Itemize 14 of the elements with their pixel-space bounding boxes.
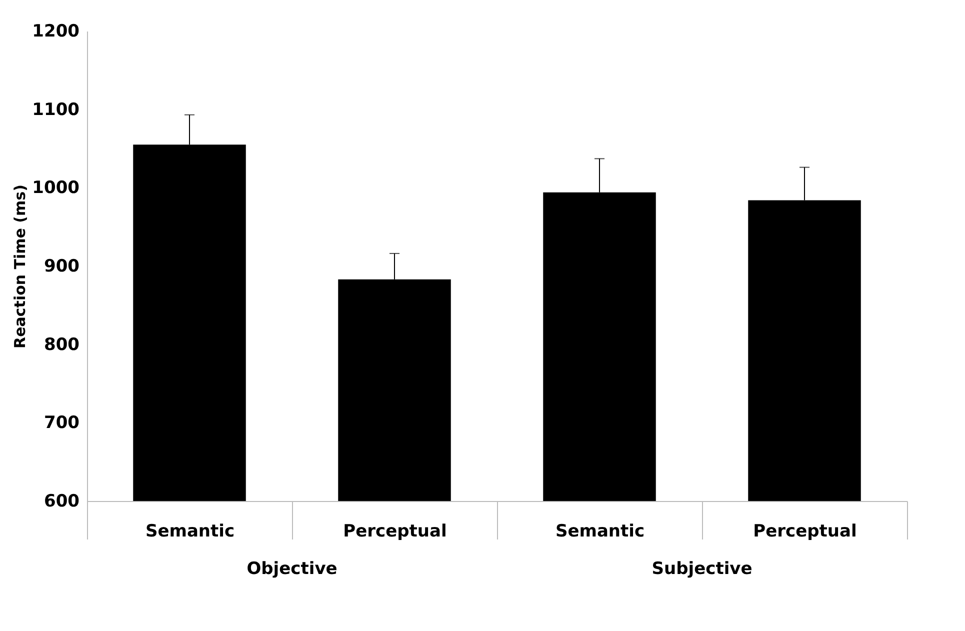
- x-tick-label: Semantic: [145, 522, 235, 542]
- y-tick-label: 1200: [32, 22, 80, 42]
- y-tick-label: 1000: [32, 178, 80, 198]
- text: Objective: [246, 559, 338, 579]
- text: Subjective: [652, 559, 752, 579]
- y-tick-label: 600: [44, 492, 80, 512]
- y-tick-label: 900: [44, 256, 80, 276]
- y-axis-title: Reaction Time (ms): [11, 184, 30, 348]
- x-tick-label: Semantic: [555, 522, 645, 542]
- x-tick-label: Perceptual: [753, 522, 857, 542]
- y-tick-label: 1100: [32, 100, 80, 120]
- x-tick-label: Perceptual: [343, 522, 447, 542]
- y-tick-label: 700: [44, 413, 80, 434]
- y-tick-label: 800: [44, 334, 80, 355]
